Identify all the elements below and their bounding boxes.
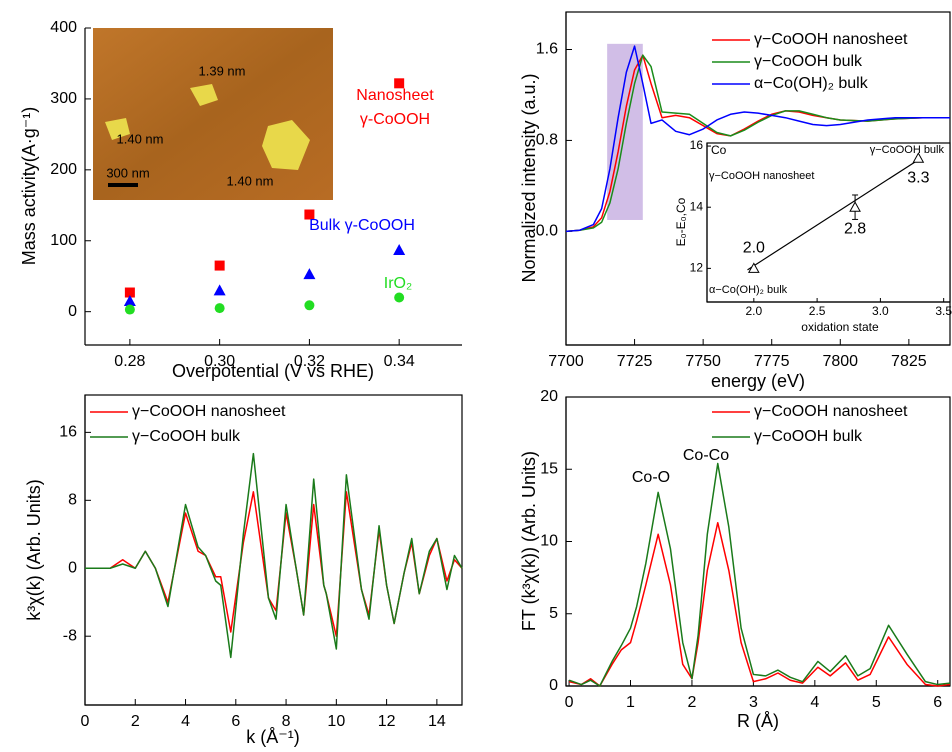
- inset-title: Co: [711, 143, 727, 157]
- line: [85, 454, 462, 658]
- x-tick-label: 5: [872, 694, 881, 711]
- panel: 0 1 2 3 4 5 6 0 5 10 15 20 R (Å) FT (k³χ(k)) (Arb. Un…: [519, 388, 950, 731]
- x-tick-label: 7825: [891, 353, 927, 370]
- x-axis-title: oxidation state: [801, 320, 879, 334]
- y-tick-label: 5: [549, 605, 558, 622]
- x-tick-label: 6: [231, 713, 240, 730]
- image-annotation: 1.40 nm: [227, 173, 274, 188]
- y-tick-label: 400: [50, 19, 77, 36]
- x-tick-label: 2.5: [809, 304, 826, 318]
- marker: [214, 284, 226, 295]
- peak-annotation: Co-O: [632, 469, 670, 486]
- point-name: α−Co(OH)₂ bulk: [709, 284, 788, 296]
- x-tick-label: 2.0: [745, 304, 762, 318]
- y-tick-label: 200: [50, 161, 77, 178]
- line: [569, 523, 950, 686]
- inset-background: [707, 143, 950, 302]
- y-tick-label: 1.6: [536, 41, 558, 58]
- y-axis-title: FT (k³χ(k)) (Arb. Units): [519, 451, 539, 631]
- x-tick-label: 3.0: [872, 304, 889, 318]
- legend-label: γ−CoOOH nanosheet: [754, 31, 908, 48]
- y-tick-label: 0: [68, 559, 77, 576]
- x-tick-label: 0: [81, 713, 90, 730]
- y-tick-label: 15: [540, 460, 558, 477]
- series-label-text: Bulk γ-CoOOH: [282, 214, 442, 238]
- x-tick-label: 14: [428, 713, 446, 730]
- x-tick-label: 7800: [822, 353, 858, 370]
- line: [569, 463, 950, 686]
- marker: [215, 303, 225, 313]
- legend-label: γ−CoOOH bulk: [754, 428, 863, 445]
- x-tick-label: 3: [749, 694, 758, 711]
- y-tick-label: 8: [68, 492, 77, 509]
- y-tick-label: -8: [63, 627, 77, 644]
- image-annotation: 300 nm: [106, 165, 149, 180]
- y-tick-label: 16: [59, 424, 77, 441]
- y-tick-label: 300: [50, 90, 77, 107]
- x-axis-title: k (Å⁻¹): [246, 727, 300, 747]
- y-tick-label: 20: [540, 388, 558, 405]
- legend-label: α−Co(OH)₂ bulk: [754, 75, 869, 92]
- y-tick-label: 14: [690, 199, 704, 213]
- legend-label: γ−CoOOH nanosheet: [132, 403, 286, 420]
- y-axis-title: k³χ(k) (Arb. Units): [24, 479, 44, 620]
- point-value-label: 2.8: [844, 220, 866, 237]
- image-annotation: 1.40 nm: [117, 131, 164, 146]
- x-axis-title: Overpotential (V vs RHE): [172, 361, 374, 381]
- peak-annotation: Co-Co: [683, 447, 729, 464]
- panel: 2.0 2.5 3.0 3.5 12 14 16 oxidation state E₀-E₀,C…: [674, 138, 952, 334]
- x-tick-label: 4: [810, 694, 819, 711]
- x-tick-label: 2: [131, 713, 140, 730]
- x-axis-title: energy (eV): [711, 371, 805, 391]
- y-axis-title: E₀-E₀,Co: [674, 197, 688, 246]
- x-tick-label: 10: [327, 713, 345, 730]
- figure: 0.280.300.320.340100200300400Overpotenti…: [0, 0, 952, 752]
- x-tick-label: 0.28: [114, 353, 145, 370]
- x-tick-label: 7750: [685, 353, 721, 370]
- y-tick-label: 10: [540, 533, 558, 550]
- y-tick-label: 100: [50, 232, 77, 249]
- x-tick-label: 1: [626, 694, 635, 711]
- legend-label: γ−CoOOH bulk: [132, 428, 241, 445]
- x-tick-label: 0: [565, 694, 574, 711]
- series-label: Bulk γ-CoOOH: [282, 214, 442, 264]
- series-label-text: IrO₂: [368, 272, 428, 296]
- y-tick-label: 16: [690, 138, 704, 152]
- x-tick-label: 7775: [754, 353, 790, 370]
- y-axis-title: Normalized intensity (a.u.): [519, 73, 539, 282]
- marker: [303, 268, 315, 279]
- x-axis-title: R (Å): [737, 711, 779, 731]
- marker: [304, 300, 314, 310]
- series-label: IrO₂: [368, 272, 428, 322]
- x-tick-label: 2: [687, 694, 696, 711]
- x-tick-label: 12: [378, 713, 396, 730]
- x-tick-label: 3.5: [935, 304, 952, 318]
- series-label: Nanosheet γ-CoOOH: [350, 84, 440, 134]
- point-value-label: 2.0: [743, 240, 765, 257]
- legend-label: γ−CoOOH nanosheet: [754, 403, 908, 420]
- x-tick-label: 7725: [617, 353, 653, 370]
- x-tick-label: 6: [933, 694, 942, 711]
- y-tick-label: 0.0: [536, 223, 558, 240]
- legend-label: γ−CoOOH bulk: [754, 53, 863, 70]
- marker: [125, 305, 135, 315]
- point-name: γ−CoOOH nanosheet: [709, 170, 814, 182]
- x-tick-label: 7700: [548, 353, 584, 370]
- y-tick-label: 12: [690, 261, 704, 275]
- point-name: γ−CoOOH bulk: [870, 144, 945, 156]
- point-value-label: 3.3: [907, 170, 929, 187]
- x-tick-label: 4: [181, 713, 190, 730]
- marker: [215, 261, 225, 271]
- y-tick-label: 0: [68, 303, 77, 320]
- series-label-text: Nanosheet γ-CoOOH: [350, 84, 440, 132]
- y-tick-label: 0: [549, 677, 558, 694]
- y-axis-title: Mass activity(A·g⁻¹): [19, 107, 39, 266]
- y-tick-label: 0.8: [536, 132, 558, 149]
- image-annotation: 1.39 nm: [199, 63, 246, 78]
- x-tick-label: 0.34: [384, 353, 415, 370]
